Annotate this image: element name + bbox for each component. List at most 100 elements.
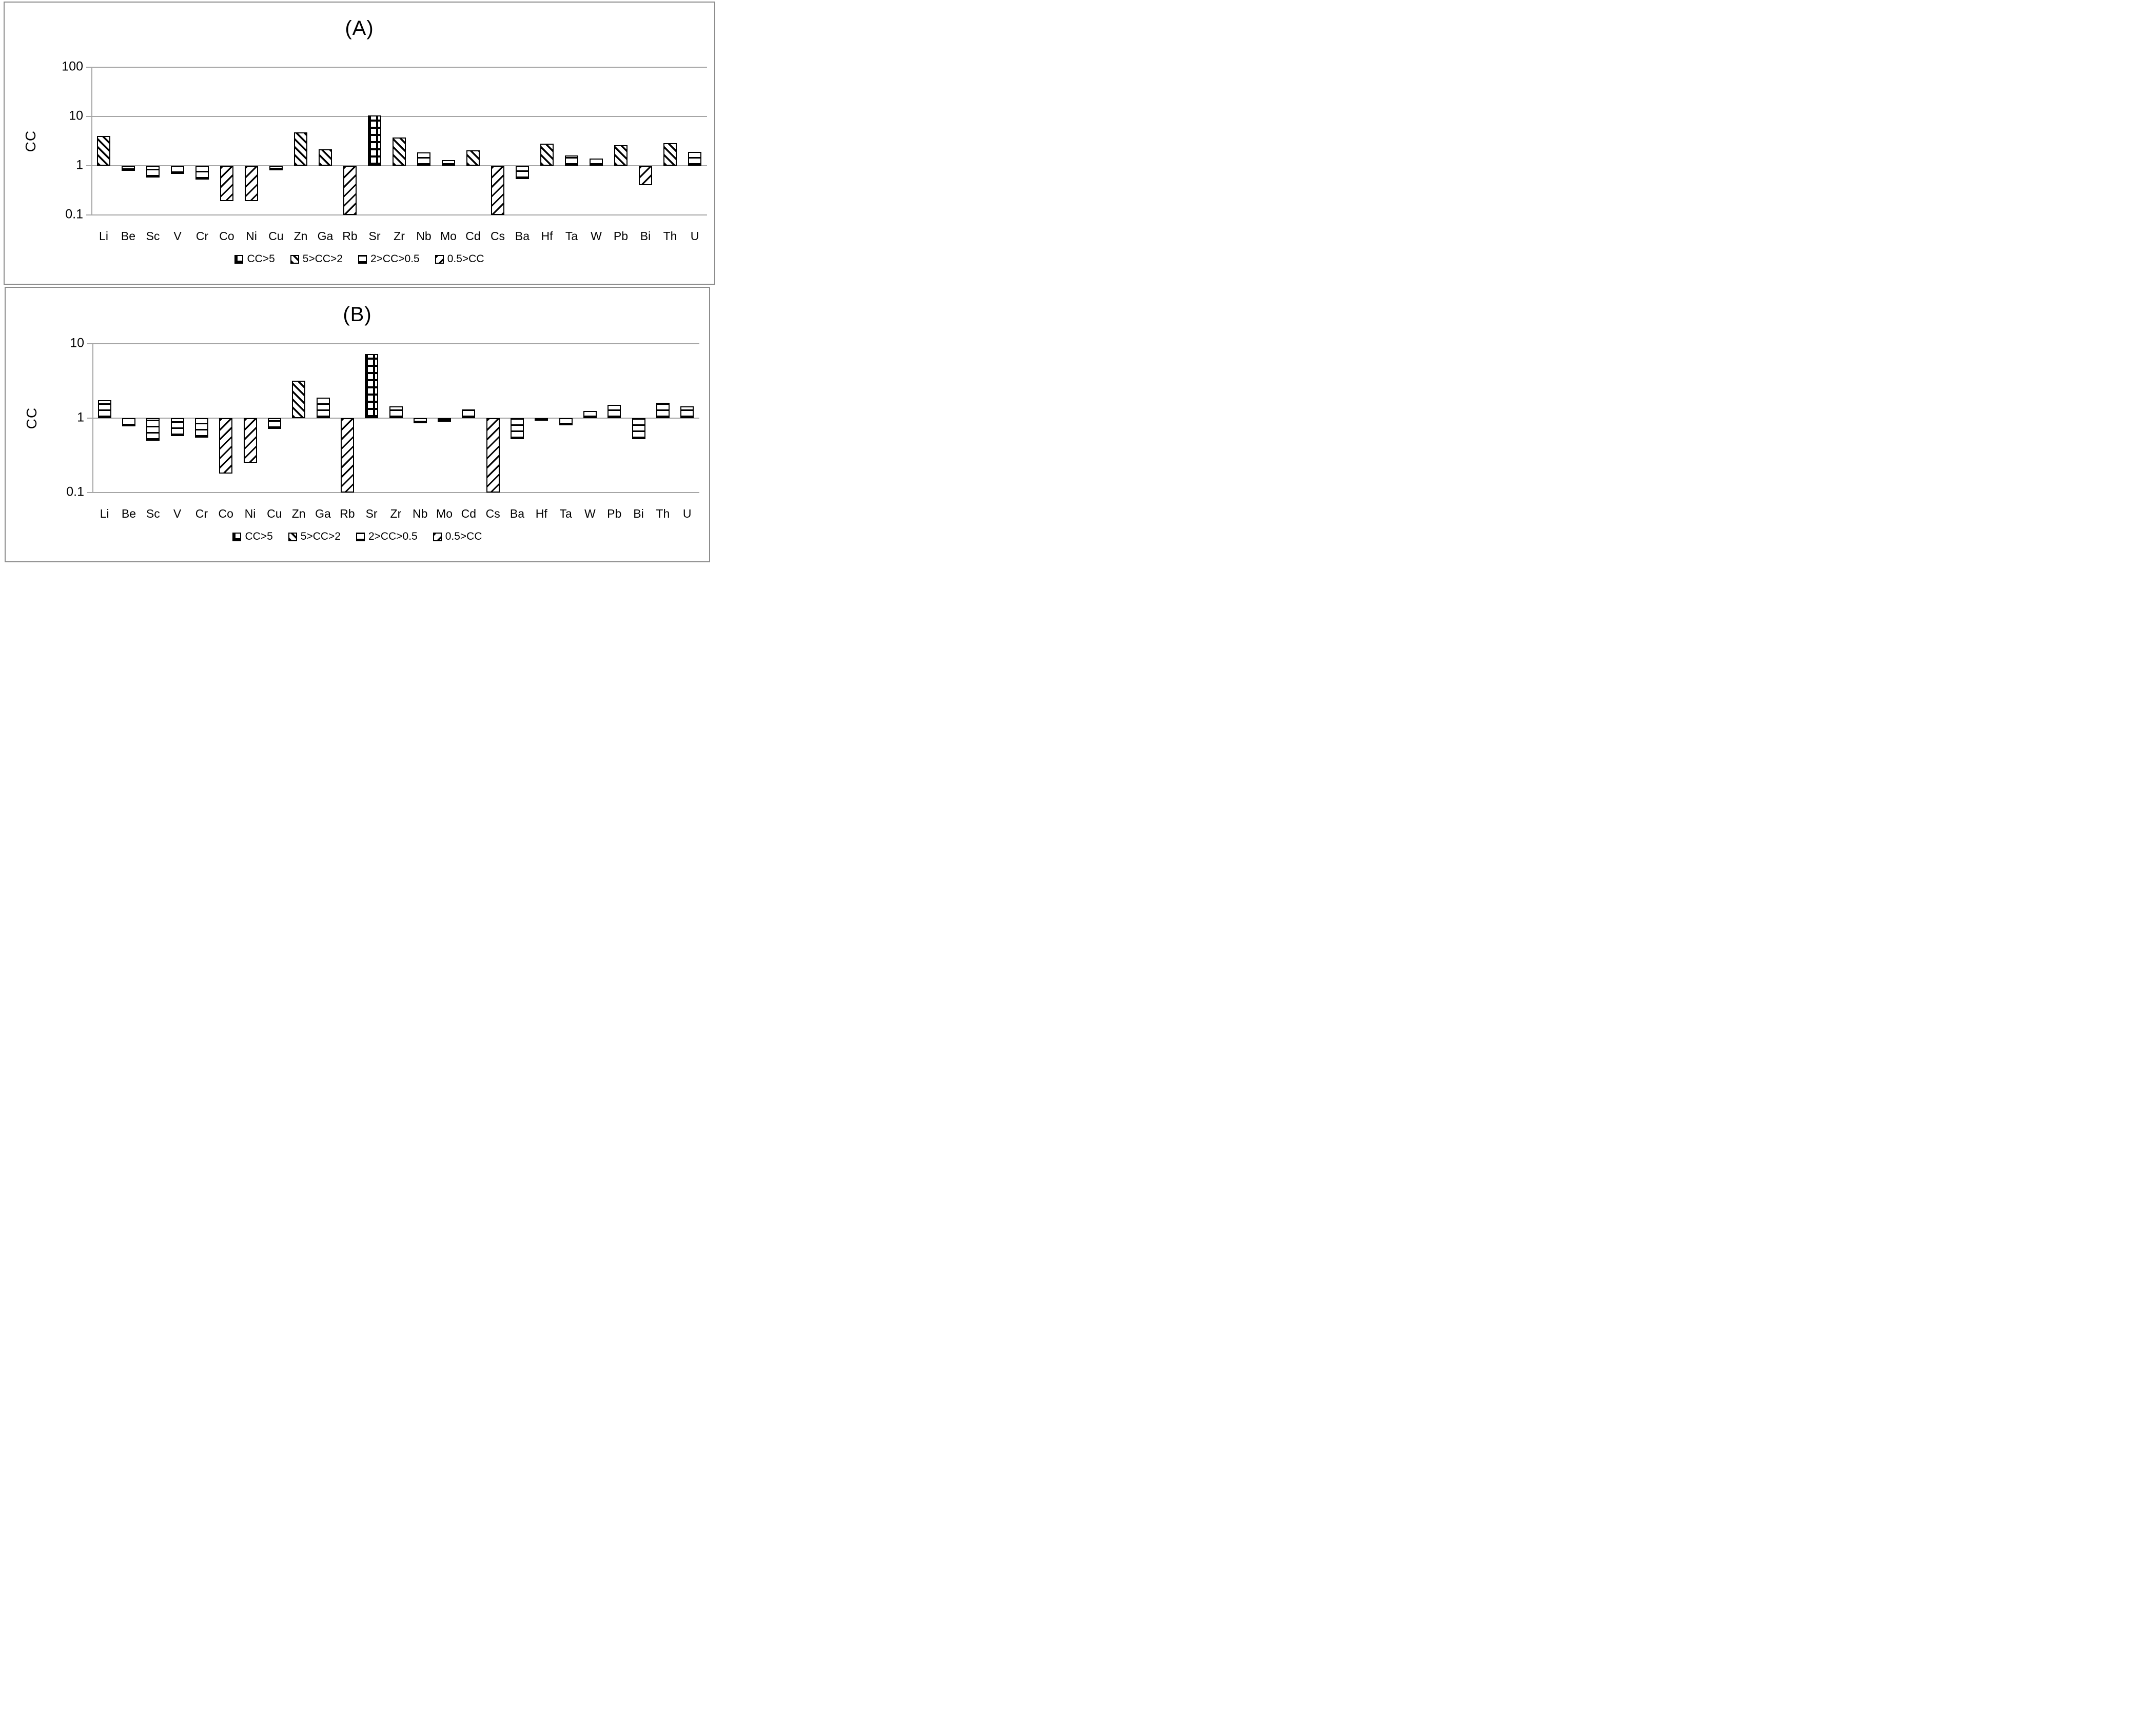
x-label-rb: Rb [342, 229, 358, 243]
bar-zn [294, 132, 307, 166]
bar-v [170, 418, 184, 437]
legend-swatch-diag-up-icon [435, 254, 444, 264]
x-label-be: Be [121, 229, 136, 243]
chart-title-a: (A) [345, 17, 374, 40]
bar-hf [540, 144, 554, 166]
legend-swatch-diag-down-icon [290, 254, 299, 264]
x-label-hf: Hf [541, 229, 553, 243]
x-label-zn: Zn [293, 229, 308, 243]
bar-ta [559, 418, 573, 426]
legend-label: CC>5 [247, 253, 275, 265]
bar-zr [393, 137, 406, 166]
x-label-ni: Ni [246, 229, 257, 243]
x-label-nb: Nb [416, 229, 432, 243]
gridline-0.1 [86, 214, 707, 215]
y-tick-label: 100 [62, 59, 83, 74]
y-tick-label: 0.1 [66, 484, 84, 499]
x-label-ni: Ni [244, 507, 256, 520]
legend-label: 2>CC>0.5 [368, 531, 418, 542]
bar-co [220, 166, 233, 202]
bar-v [171, 166, 184, 174]
x-label-cu: Cu [267, 507, 282, 520]
x-label-sc: Sc [146, 507, 160, 520]
legend-swatch-grid-icon [234, 254, 244, 264]
legend-swatch-grid-icon [232, 532, 242, 541]
legend-swatch-diag-down-icon [288, 532, 297, 541]
bar-sc [146, 166, 160, 178]
x-label-ga: Ga [315, 507, 331, 520]
legend-item: CC>5 [234, 253, 275, 265]
bar-ga [319, 149, 332, 166]
bar-mo [438, 418, 452, 422]
bar-sr [368, 115, 381, 166]
y-axis-title-a: CC [23, 130, 38, 152]
bar-pb [607, 405, 621, 418]
x-label-cs: Cs [485, 507, 500, 520]
y-axis-line-a [91, 67, 92, 215]
x-label-v: V [173, 229, 182, 243]
x-label-ba: Ba [509, 507, 525, 520]
bar-ni [245, 166, 258, 202]
legend-item: 0.5>CC [435, 253, 484, 265]
bar-cr [194, 418, 208, 438]
x-label-ga: Ga [317, 229, 334, 243]
x-label-u: U [690, 229, 699, 243]
bar-ba [516, 166, 529, 180]
x-axis-labels: Li Be Sc V Cr Co Ni Cu Zn Ga Rb Sr Zr Nb Mo Cd Cs Ba Hf Ta W… [92, 507, 699, 521]
x-label-v: V [173, 507, 182, 520]
legend-item: CC>5 [232, 531, 273, 543]
x-label-li: Li [100, 507, 109, 520]
bar-th [656, 403, 670, 418]
bar-hf [535, 418, 548, 421]
legend-swatch-horiz-icon [356, 532, 365, 541]
bar-pb [614, 145, 628, 166]
bar-ba [511, 418, 524, 440]
bar-cd [466, 150, 480, 166]
bar-u [688, 152, 701, 166]
x-label-bi: Bi [633, 507, 644, 520]
legend-label: 2>CC>0.5 [370, 253, 420, 265]
gridline-10 [86, 116, 707, 117]
chart-title-b: (B) [343, 303, 372, 326]
gridline-100 [86, 67, 707, 68]
x-label-pb: Pb [613, 229, 629, 243]
x-label-zr: Zr [390, 507, 402, 520]
bar-bi [632, 418, 645, 440]
legend-item: 2>CC>0.5 [358, 253, 420, 265]
bar-mo [442, 160, 455, 166]
bar-cs [486, 418, 500, 493]
legend-swatch-diag-up-icon [433, 532, 442, 541]
bar-nb [413, 418, 427, 424]
bar-zr [389, 406, 403, 418]
x-label-zn: Zn [291, 507, 306, 520]
x-label-u: U [682, 507, 692, 520]
x-label-nb: Nb [413, 507, 428, 520]
x-label-sc: Sc [146, 229, 160, 243]
bar-nb [417, 152, 430, 166]
bar-be [122, 418, 135, 426]
y-axis-title-b: CC [24, 407, 40, 429]
plot-area-b: CC 10 1 0.1 Li Be Sc V Cr Co Ni Cu Zn Ga Rb Sr Zr Nb Mo Cd… [24, 336, 699, 520]
legend-item: 0.5>CC [433, 531, 482, 543]
bar-th [663, 143, 677, 166]
bar-cd [462, 409, 476, 418]
bar-cr [195, 166, 209, 180]
bar-zn [292, 380, 306, 418]
y-tick-label: 1 [76, 158, 83, 172]
x-label-cs: Cs [490, 229, 505, 243]
x-label-zr: Zr [394, 229, 405, 243]
x-label-li: Li [99, 229, 108, 243]
x-label-co: Co [219, 229, 234, 243]
x-label-mo: Mo [440, 229, 457, 243]
x-label-ba: Ba [515, 229, 530, 243]
legend-a: CC>5 5>CC>2 2>CC>0.5 0.5>CC [5, 253, 714, 265]
x-label-w: W [591, 229, 602, 243]
legend-swatch-horiz-icon [358, 254, 367, 264]
legend-item: 5>CC>2 [288, 531, 341, 543]
bar-sr [365, 353, 379, 418]
bar-ni [243, 418, 257, 463]
bar-cu [267, 418, 281, 429]
bar-rb [343, 166, 357, 215]
x-label-cd: Cd [465, 229, 481, 243]
legend-b: CC>5 5>CC>2 2>CC>0.5 0.5>CC [6, 531, 709, 543]
